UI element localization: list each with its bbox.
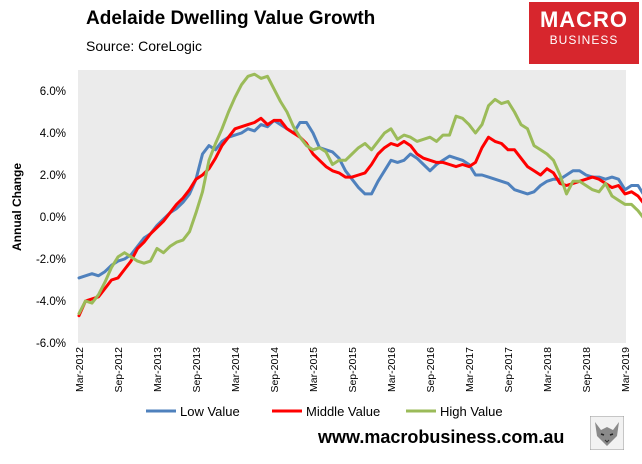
y-tick-label: 0.0% [40, 212, 66, 224]
y-tick-label: -6.0% [36, 338, 66, 350]
y-tick-label: 4.0% [40, 128, 66, 140]
brand-logo: MACRO BUSINESS [529, 2, 639, 64]
website-url: www.macrobusiness.com.au [318, 427, 565, 447]
series-line-middle-value [77, 116, 642, 318]
legend: Low Value Middle Value High Value [146, 404, 503, 419]
x-tick-label: Mar-2013 [152, 347, 164, 392]
legend-label-high-value: High Value [440, 404, 503, 419]
x-tick-label: Mar-2017 [464, 347, 476, 392]
x-tick-label: Sep-2017 [503, 347, 515, 393]
legend-label-low-value: Low Value [180, 404, 240, 419]
x-tick-label: Sep-2015 [347, 347, 359, 393]
x-tick-label: Sep-2013 [191, 347, 203, 393]
y-tick-label: -4.0% [36, 296, 66, 308]
x-tick-label: Sep-2014 [269, 347, 281, 393]
y-tick-label: 2.0% [40, 170, 66, 182]
legend-label-middle-value: Middle Value [306, 404, 380, 419]
x-tick-label: Mar-2012 [74, 347, 86, 392]
series-line-high-value [77, 72, 642, 316]
y-tick-label: -2.0% [36, 254, 66, 266]
x-tick-label: Mar-2016 [386, 347, 398, 392]
chart-source: Source: CoreLogic [86, 38, 202, 54]
y-axis-label: Annual Change [10, 163, 24, 251]
x-tick-label: Mar-2019 [620, 347, 632, 392]
brand-logo-line1: MACRO [539, 7, 629, 32]
plot-area [78, 70, 626, 343]
y-tick-label: 6.0% [40, 86, 66, 98]
chart-title: Adelaide Dwelling Value Growth [86, 8, 376, 29]
wolf-logo-icon [590, 416, 624, 450]
brand-logo-line2: BUSINESS [549, 33, 619, 47]
x-tick-label: Sep-2012 [113, 347, 125, 393]
x-tick-label: Mar-2014 [230, 347, 242, 392]
x-tick-label: Sep-2018 [581, 347, 593, 393]
x-tick-label: Mar-2018 [542, 347, 554, 392]
x-tick-label: Mar-2015 [308, 347, 320, 392]
x-tick-label: Sep-2016 [425, 347, 437, 393]
